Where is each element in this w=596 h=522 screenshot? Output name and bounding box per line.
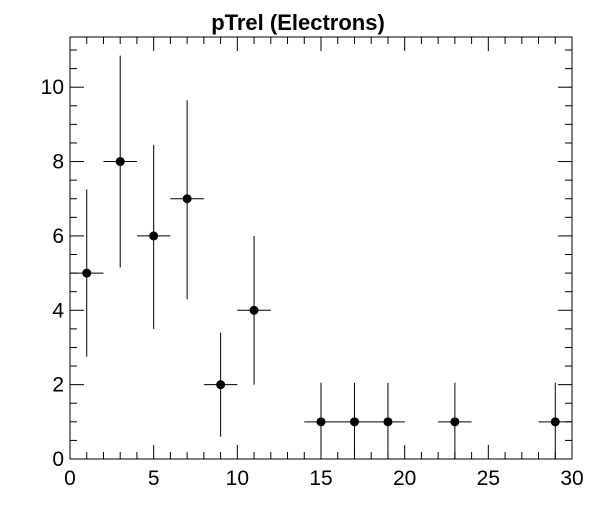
x-tick-label: 30 (560, 467, 583, 490)
data-point (103, 55, 137, 268)
data-marker (383, 417, 393, 427)
chart-title: pTrel (Electrons) (211, 10, 385, 35)
x-tick-label: 25 (477, 467, 500, 490)
data-point (70, 189, 104, 357)
data-marker (550, 417, 560, 427)
x-tick-label: 15 (309, 467, 332, 490)
y-tick-label: 10 (41, 76, 64, 99)
data-marker (349, 417, 359, 427)
data-marker (82, 268, 92, 278)
y-tick-label: 0 (52, 448, 64, 471)
y-tick-label: 4 (52, 299, 64, 322)
data-point (538, 382, 572, 459)
data-marker (149, 231, 159, 241)
x-axis-tick-labels: 0 5 10 15 20 25 30 (64, 467, 584, 490)
major-ticks (69, 37, 573, 460)
y-tick-label: 2 (52, 374, 64, 397)
x-tick-label: 20 (393, 467, 416, 490)
data-marker (216, 380, 226, 390)
data-point (337, 382, 372, 459)
x-tick-label: 5 (148, 467, 160, 490)
y-tick-label: 8 (52, 151, 64, 174)
x-tick-label: 10 (226, 467, 249, 490)
x-tick-label: 0 (64, 467, 76, 490)
data-point (136, 144, 171, 329)
data-point (170, 100, 204, 300)
data-point (304, 382, 338, 459)
data-point (237, 235, 271, 385)
data-marker (115, 157, 125, 167)
data-marker (182, 194, 192, 204)
data-marker (249, 305, 259, 315)
data-point (438, 382, 472, 459)
data-point (371, 382, 405, 459)
data-point (203, 332, 238, 437)
data-series (70, 55, 572, 459)
y-tick-label: 6 (52, 225, 64, 248)
data-marker (316, 417, 326, 427)
data-marker (450, 417, 460, 427)
y-axis-tick-labels: 0 2 4 6 8 10 (41, 76, 65, 471)
